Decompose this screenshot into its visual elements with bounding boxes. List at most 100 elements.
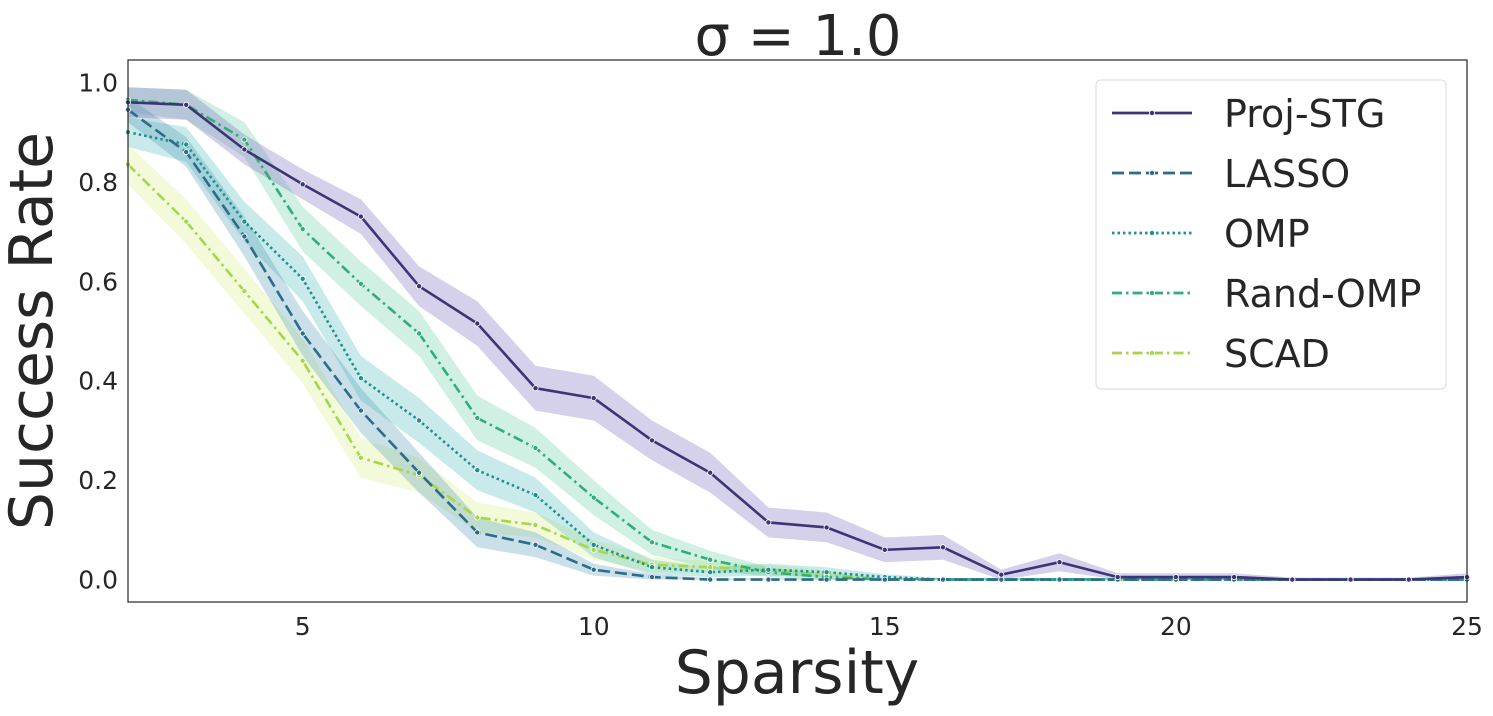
series-lines: [127, 98, 1468, 581]
x-tick-label: 25: [1451, 612, 1483, 641]
data-point: [707, 576, 714, 583]
data-point: [357, 375, 364, 382]
data-point: [241, 146, 248, 153]
data-point: [1347, 576, 1354, 583]
legend-label: LASSO: [1224, 152, 1350, 196]
data-point: [299, 181, 306, 188]
legend-items: Proj-STG LASSO OMP Rand-OMP SCAD: [1112, 92, 1421, 376]
data-point: [357, 454, 364, 461]
data-point: [532, 385, 539, 392]
x-axis-ticks: 5 10 15 20 25: [295, 612, 1483, 641]
data-point: [474, 467, 481, 474]
data-point: [183, 148, 190, 155]
data-point: [1172, 574, 1179, 581]
confidence-band: [128, 117, 1467, 580]
data-point: [532, 444, 539, 451]
data-point: [998, 571, 1005, 578]
data-point: [183, 141, 190, 148]
data-point: [823, 576, 830, 583]
data-point: [940, 576, 947, 583]
data-point: [416, 417, 423, 424]
data-point: [823, 524, 830, 531]
data-point: [707, 564, 714, 571]
data-point: [474, 320, 481, 327]
y-tick-label: 0.0: [78, 566, 118, 595]
y-tick-label: 0.4: [78, 367, 118, 396]
y-tick-label: 1.0: [78, 68, 118, 97]
legend-marker: [1149, 349, 1156, 356]
data-point: [881, 546, 888, 553]
data-point: [416, 469, 423, 476]
legend-marker: [1149, 110, 1156, 117]
data-point: [241, 288, 248, 295]
y-tick-label: 0.2: [78, 466, 118, 495]
legend-label: OMP: [1224, 212, 1310, 256]
data-point: [183, 218, 190, 225]
legend-marker: [1149, 229, 1156, 236]
data-point: [299, 275, 306, 282]
data-point: [357, 407, 364, 414]
data-point: [590, 541, 597, 548]
x-tick-label: 5: [295, 612, 311, 641]
legend-marker: [1149, 169, 1156, 176]
legend-label: Proj-STG: [1224, 92, 1385, 136]
legend-label: SCAD: [1224, 332, 1330, 376]
confidence-bands: [128, 87, 1467, 580]
data-point: [241, 218, 248, 225]
data-point: [590, 494, 597, 501]
data-point: [299, 357, 306, 364]
data-point: [590, 546, 597, 553]
data-point: [532, 492, 539, 499]
data-point: [649, 574, 656, 581]
y-axis-label: Success Rate: [0, 132, 67, 530]
y-axis-ticks: 0.0 0.2 0.4 0.6 0.8 1.0: [78, 68, 118, 594]
data-point: [474, 414, 481, 421]
data-point: [1405, 576, 1412, 583]
data-point: [474, 529, 481, 536]
data-point: [765, 576, 772, 583]
legend: Proj-STG LASSO OMP Rand-OMP SCAD: [1095, 79, 1447, 390]
series-line: [127, 98, 1467, 581]
data-point: [416, 283, 423, 290]
chart-title: σ = 1.0: [694, 4, 901, 69]
data-point: [590, 395, 597, 402]
series-line: [127, 101, 1468, 581]
legend-box: [1095, 79, 1447, 390]
data-point: [1114, 574, 1121, 581]
data-point: [765, 519, 772, 526]
data-point: [241, 136, 248, 143]
data-point: [357, 280, 364, 287]
legend-marker: [1149, 289, 1156, 296]
data-point: [881, 576, 888, 583]
data-point: [707, 469, 714, 476]
data-point: [590, 566, 597, 573]
series-line: [127, 163, 1467, 581]
x-tick-label: 20: [1160, 612, 1192, 641]
data-point: [765, 566, 772, 573]
data-point: [1056, 559, 1063, 566]
data-point: [241, 233, 248, 240]
data-point: [1231, 574, 1238, 581]
data-point: [998, 576, 1005, 583]
data-point: [649, 539, 656, 546]
series-line: [127, 108, 1467, 581]
x-tick-label: 15: [869, 612, 901, 641]
data-point: [474, 514, 481, 521]
data-point: [940, 544, 947, 551]
data-point: [707, 556, 714, 563]
series-markers: [125, 96, 1471, 583]
plot-frame: [127, 59, 1468, 603]
data-point: [532, 541, 539, 548]
data-point: [707, 569, 714, 576]
data-point: [532, 521, 539, 528]
data-point: [823, 569, 830, 576]
data-point: [649, 437, 656, 444]
data-point: [299, 226, 306, 233]
data-point: [649, 564, 656, 571]
data-point: [1056, 576, 1063, 583]
x-tick-label: 10: [578, 612, 610, 641]
data-point: [416, 330, 423, 337]
data-point: [1289, 576, 1296, 583]
